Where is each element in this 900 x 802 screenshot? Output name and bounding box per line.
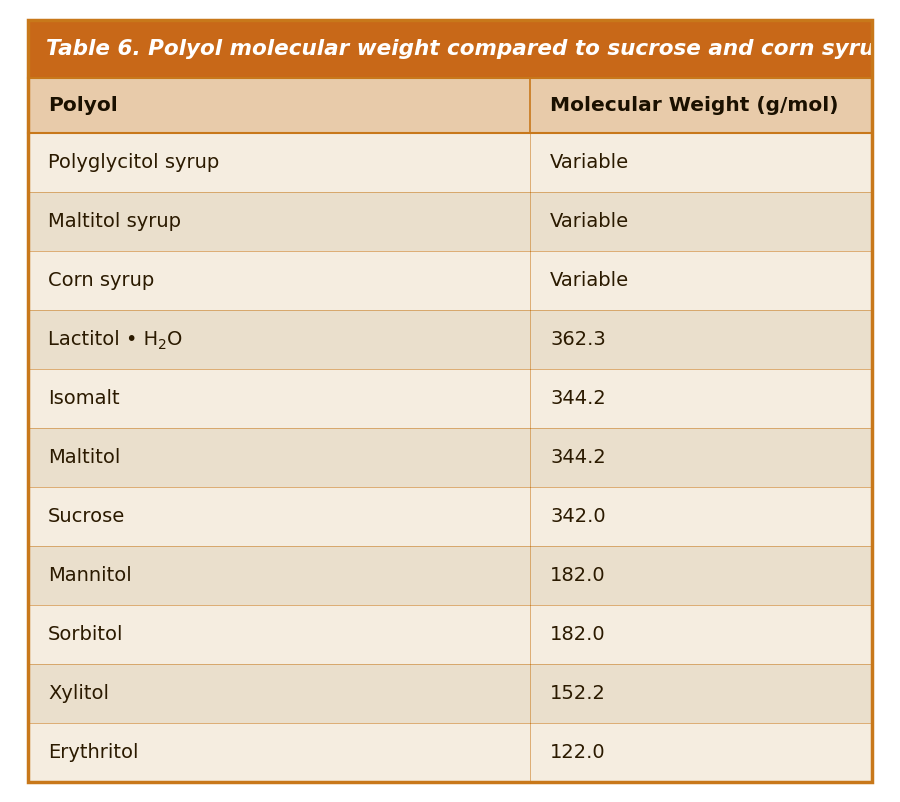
Text: Mannitol: Mannitol	[48, 566, 131, 585]
Bar	[28, 546, 530, 605]
Bar	[28, 723, 530, 782]
Text: 182.0: 182.0	[550, 566, 606, 585]
Text: 122.0: 122.0	[550, 743, 606, 762]
Text: Corn syrup: Corn syrup	[48, 271, 154, 290]
Bar	[28, 664, 530, 723]
Bar	[530, 251, 872, 310]
Text: Lactitol • H: Lactitol • H	[48, 330, 158, 349]
Text: Maltitol: Maltitol	[48, 448, 121, 467]
Bar	[28, 487, 530, 546]
Bar	[530, 310, 872, 369]
Bar	[28, 251, 530, 310]
Bar	[530, 78, 872, 133]
Bar	[28, 369, 530, 428]
Bar	[28, 192, 530, 251]
Text: 152.2: 152.2	[550, 684, 606, 703]
Text: Variable: Variable	[550, 271, 629, 290]
Text: 344.2: 344.2	[550, 448, 606, 467]
Text: Sorbitol: Sorbitol	[48, 625, 123, 644]
Text: Xylitol: Xylitol	[48, 684, 109, 703]
Text: O: O	[166, 330, 182, 349]
Bar	[28, 428, 530, 487]
Bar	[530, 192, 872, 251]
Text: Variable: Variable	[550, 153, 629, 172]
Text: Variable: Variable	[550, 212, 629, 231]
Bar	[28, 20, 872, 78]
Text: 182.0: 182.0	[550, 625, 606, 644]
Bar	[28, 310, 530, 369]
Text: 2: 2	[158, 338, 166, 352]
Text: Erythritol: Erythritol	[48, 743, 139, 762]
Text: Sucrose: Sucrose	[48, 507, 125, 526]
Text: Molecular Weight (g/mol): Molecular Weight (g/mol)	[550, 96, 839, 115]
Bar	[530, 369, 872, 428]
Text: Isomalt: Isomalt	[48, 389, 120, 408]
Bar	[530, 664, 872, 723]
Bar	[530, 723, 872, 782]
Text: Maltitol syrup: Maltitol syrup	[48, 212, 181, 231]
Bar	[28, 605, 530, 664]
Bar	[530, 546, 872, 605]
Text: 362.3: 362.3	[550, 330, 606, 349]
Text: Table 6. Polyol molecular weight compared to sucrose and corn syrup.: Table 6. Polyol molecular weight compare…	[46, 39, 898, 59]
Text: 342.0: 342.0	[550, 507, 606, 526]
Bar	[28, 133, 530, 192]
Bar	[28, 78, 530, 133]
Bar	[530, 428, 872, 487]
Bar	[530, 605, 872, 664]
Text: Polyglycitol syrup: Polyglycitol syrup	[48, 153, 220, 172]
Bar	[530, 133, 872, 192]
Text: Polyol: Polyol	[48, 96, 118, 115]
Text: 344.2: 344.2	[550, 389, 606, 408]
Bar	[530, 487, 872, 546]
